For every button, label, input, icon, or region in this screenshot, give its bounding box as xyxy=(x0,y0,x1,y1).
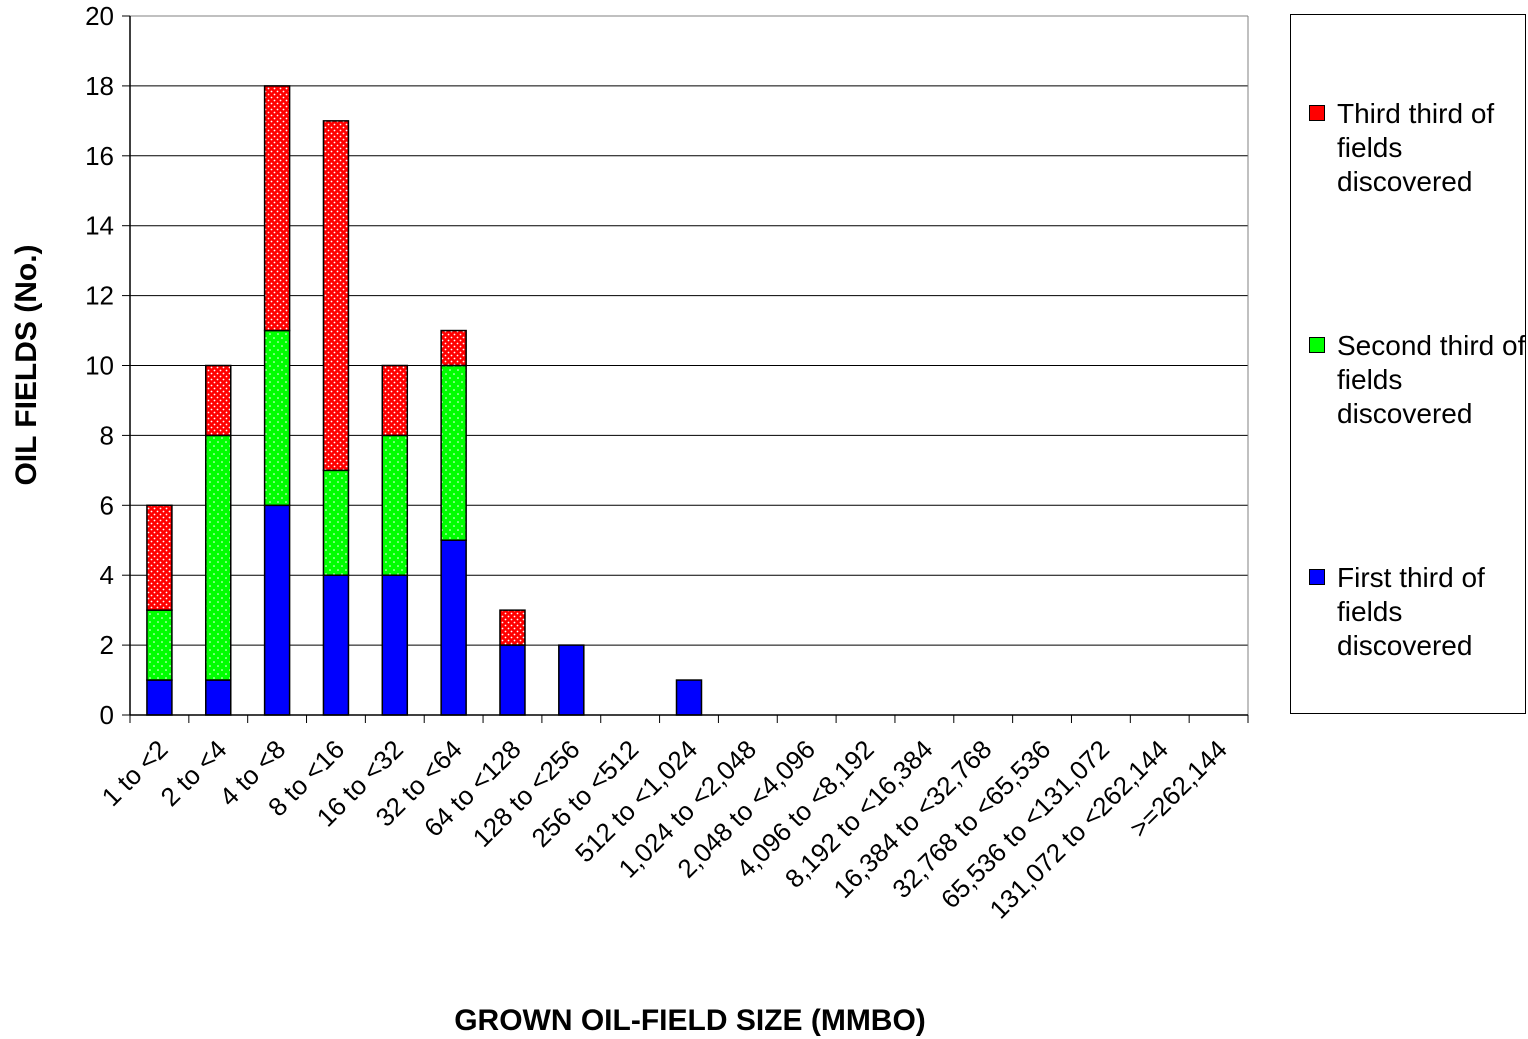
bar-first-5 xyxy=(440,539,467,716)
legend-swatch-first xyxy=(1309,569,1325,585)
bar-second-2 xyxy=(263,329,291,507)
bar-third-0 xyxy=(146,504,173,611)
bar-third-4 xyxy=(381,364,409,437)
gridlines xyxy=(130,15,1248,646)
bar-first-9 xyxy=(675,679,703,716)
bar-first-7 xyxy=(558,644,585,716)
legend-swatch-second xyxy=(1309,337,1325,353)
y-tick-label-4: 4 xyxy=(100,560,114,590)
y-tick-label-8: 8 xyxy=(100,420,114,450)
bar-second-1 xyxy=(205,434,232,681)
bar-second-4 xyxy=(381,434,409,576)
y-tick-label-0: 0 xyxy=(100,700,114,730)
bar-first-6 xyxy=(499,644,526,716)
axes xyxy=(122,15,1249,723)
legend-swatch-third xyxy=(1309,105,1325,121)
bar-third-1 xyxy=(205,364,232,437)
y-tick-label-16: 16 xyxy=(85,141,114,171)
bar-third-6 xyxy=(499,609,526,646)
y-axis-label: OIL FIELDS (No.) xyxy=(10,244,43,485)
legend-label-first: First third of fields discovered xyxy=(1337,562,1485,661)
y-tick-label-2: 2 xyxy=(100,630,114,660)
y-tick-label-12: 12 xyxy=(85,281,114,311)
x-tick-label-0: 1 to <2 xyxy=(96,734,174,812)
bar-second-0 xyxy=(146,609,173,681)
bar-first-3 xyxy=(322,574,350,716)
legend: Third third of fields discovered Second … xyxy=(1290,14,1526,714)
bar-first-1 xyxy=(205,679,232,716)
y-tick-label-10: 10 xyxy=(85,351,114,381)
bar-second-5 xyxy=(440,364,467,541)
bar-first-2 xyxy=(263,504,291,716)
bar-first-0 xyxy=(146,679,173,716)
bar-third-5 xyxy=(440,329,467,367)
bar-first-4 xyxy=(381,574,409,716)
bars xyxy=(146,85,703,716)
bar-second-3 xyxy=(322,469,350,576)
y-tick-label-14: 14 xyxy=(85,211,114,241)
bar-third-2 xyxy=(263,85,291,332)
x-axis-label: GROWN OIL-FIELD SIZE (MMBO) xyxy=(454,1004,926,1037)
legend-label-third: Third third of fields discovered xyxy=(1337,98,1495,197)
y-tick-label-6: 6 xyxy=(100,490,114,520)
bar-third-3 xyxy=(322,120,350,472)
x-tick-label-1: 2 to <4 xyxy=(155,734,233,812)
y-tick-label-20: 20 xyxy=(85,1,114,31)
legend-label-second: Second third of fields discovered xyxy=(1337,330,1526,429)
y-tick-label-18: 18 xyxy=(85,71,114,101)
y-tick-labels: 0 2 4 6 8 10 12 14 16 18 20 xyxy=(85,1,114,730)
